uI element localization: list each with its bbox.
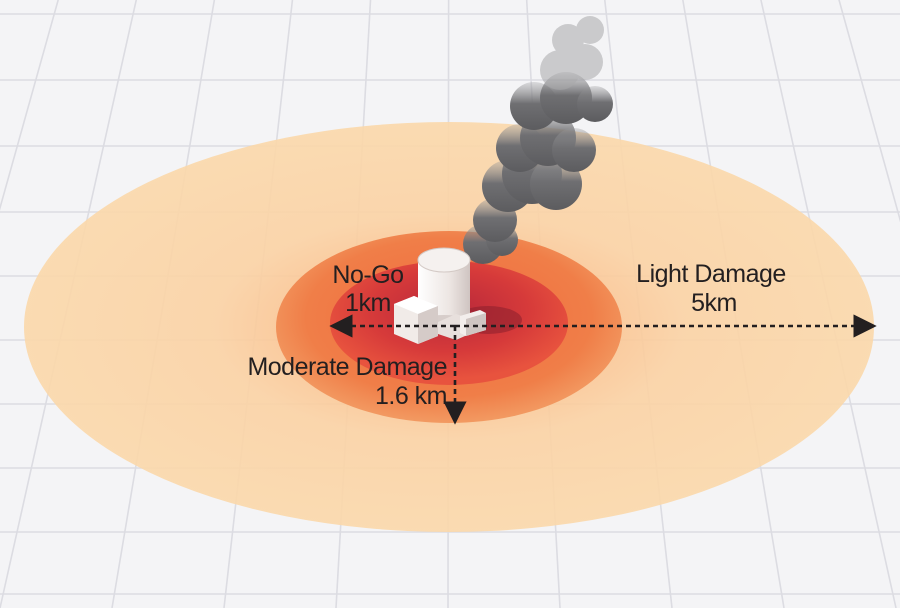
smoke-plume-icon [463, 16, 613, 264]
light-damage-label: Light Damage [636, 260, 786, 288]
distance-arrows [329, 314, 877, 425]
light-damage-distance: 5km [691, 289, 737, 317]
moderate-damage-distance: 1.6 km [375, 382, 447, 410]
moderate-damage-label: Moderate Damage [247, 353, 447, 381]
nuclear-plant-icon [394, 247, 486, 344]
no-go-label: No-Go [332, 261, 403, 289]
no-go-distance: 1km [345, 289, 391, 317]
